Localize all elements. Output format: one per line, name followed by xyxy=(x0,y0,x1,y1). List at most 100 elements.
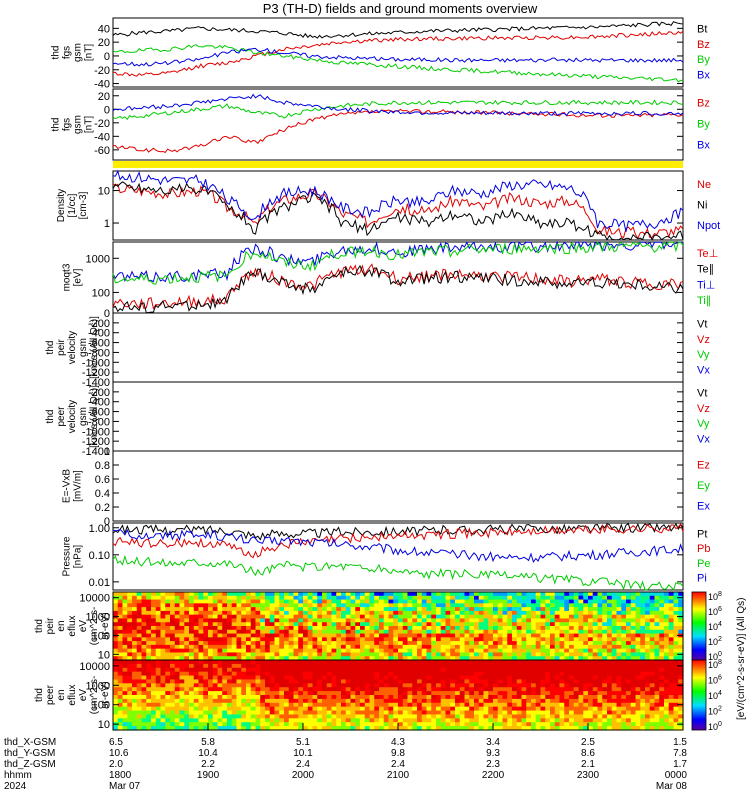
heatmap-cell xyxy=(545,592,551,597)
heatmap-cell xyxy=(654,706,660,712)
heatmap-cell xyxy=(564,687,570,692)
heatmap-cell xyxy=(255,695,261,700)
heatmap-cell xyxy=(621,683,627,688)
heatmap-cell xyxy=(265,599,271,604)
heatmap-cell xyxy=(212,702,219,708)
heatmap-cell xyxy=(526,706,532,712)
heatmap-cell xyxy=(502,629,508,635)
heatmap-cell xyxy=(521,706,527,712)
heatmap-cell xyxy=(127,702,133,708)
heatmap-cell xyxy=(113,679,119,684)
heatmap-cell xyxy=(141,599,147,604)
heatmap-cell xyxy=(450,671,456,677)
heatmap-cell xyxy=(630,644,637,650)
heatmap-cell xyxy=(151,656,157,661)
heatmap-cell xyxy=(236,629,242,635)
heatmap-cell xyxy=(364,722,371,727)
heatmap-cell xyxy=(141,691,147,696)
heatmap-cell xyxy=(307,607,314,612)
heatmap-cell xyxy=(630,722,637,727)
heatmap-cell xyxy=(360,618,366,623)
heatmap-cell xyxy=(540,629,546,635)
heatmap-cell xyxy=(417,679,423,684)
heatmap-cell xyxy=(345,644,352,650)
heatmap-cell xyxy=(402,714,409,719)
heatmap-cell xyxy=(364,698,371,704)
heatmap-cell xyxy=(212,660,219,665)
heatmap-cell xyxy=(284,702,290,708)
heatmap-cell xyxy=(431,599,437,604)
heatmap-cell xyxy=(355,629,361,635)
heatmap-cell xyxy=(592,687,599,692)
heatmap-cell xyxy=(136,663,143,669)
heatmap-cell xyxy=(535,629,542,635)
heatmap-cell xyxy=(483,656,489,661)
heatmap-cell xyxy=(288,663,295,669)
heatmap-cell xyxy=(426,683,432,688)
heatmap-cell xyxy=(174,652,181,657)
heatmap-cell xyxy=(388,614,394,620)
heatmap-cell xyxy=(379,687,385,692)
heatmap-cell xyxy=(626,656,632,661)
heatmap-cell xyxy=(483,710,489,716)
heatmap-cell xyxy=(322,710,328,716)
heatmap-cell xyxy=(160,695,166,700)
heatmap-cell xyxy=(146,683,152,688)
heatmap-cell xyxy=(136,726,143,731)
heatmap-cell xyxy=(445,683,451,688)
heatmap-cell xyxy=(602,637,608,642)
heatmap-cell xyxy=(236,648,242,654)
y-axis-label: [nT] xyxy=(84,116,95,133)
heatmap-cell xyxy=(592,679,599,684)
heatmap-cell xyxy=(227,695,233,700)
heatmap-cell xyxy=(673,687,679,692)
heatmap-cell xyxy=(412,702,418,708)
heatmap-cell xyxy=(426,702,432,708)
heatmap-cell xyxy=(474,637,480,642)
heatmap-cell xyxy=(374,710,380,716)
heatmap-cell xyxy=(488,698,494,704)
heatmap-cell xyxy=(355,633,361,638)
heatmap-cell xyxy=(246,633,252,638)
heatmap-cell xyxy=(540,607,546,612)
heatmap-cell xyxy=(564,618,570,623)
heatmap-cell xyxy=(279,626,285,631)
legend-entry: Ti⊥ xyxy=(697,279,715,291)
heatmap-cell xyxy=(326,595,333,601)
heatmap-cell xyxy=(564,633,570,638)
heatmap-cell xyxy=(668,629,675,635)
heatmap-cell xyxy=(136,722,143,727)
heatmap-cell xyxy=(616,629,622,635)
heatmap-cell xyxy=(241,633,247,638)
heatmap-cell xyxy=(478,618,485,623)
heatmap-cell xyxy=(573,633,580,638)
heatmap-cell xyxy=(132,607,138,612)
heatmap-cell xyxy=(184,660,190,665)
heatmap-cell xyxy=(307,595,314,601)
heatmap-cell xyxy=(265,702,271,708)
heatmap-cell xyxy=(317,675,323,681)
legend-entry: Ez xyxy=(697,459,710,471)
heatmap-cell xyxy=(668,637,675,642)
heatmap-cell xyxy=(421,622,428,627)
heatmap-cell xyxy=(630,603,637,608)
heatmap-cell xyxy=(649,675,656,681)
heatmap-cell xyxy=(417,687,423,692)
heatmap-cell xyxy=(379,675,385,681)
heatmap-cell xyxy=(165,626,171,631)
heatmap-cell xyxy=(236,671,242,677)
heatmap-cell xyxy=(559,626,565,631)
heatmap-cell xyxy=(483,610,489,616)
heatmap-cell xyxy=(236,652,242,657)
heatmap-cell xyxy=(165,726,171,731)
heatmap-cell xyxy=(621,629,627,635)
heatmap-cell xyxy=(317,629,323,635)
heatmap-cell xyxy=(578,637,584,642)
heatmap-cell xyxy=(502,667,508,673)
heatmap-cell xyxy=(322,614,328,620)
heatmap-cell xyxy=(398,610,404,616)
heatmap-cell xyxy=(236,691,242,696)
heatmap-cell xyxy=(611,622,618,627)
heatmap-cell xyxy=(550,714,556,719)
heatmap-cell xyxy=(540,648,546,654)
